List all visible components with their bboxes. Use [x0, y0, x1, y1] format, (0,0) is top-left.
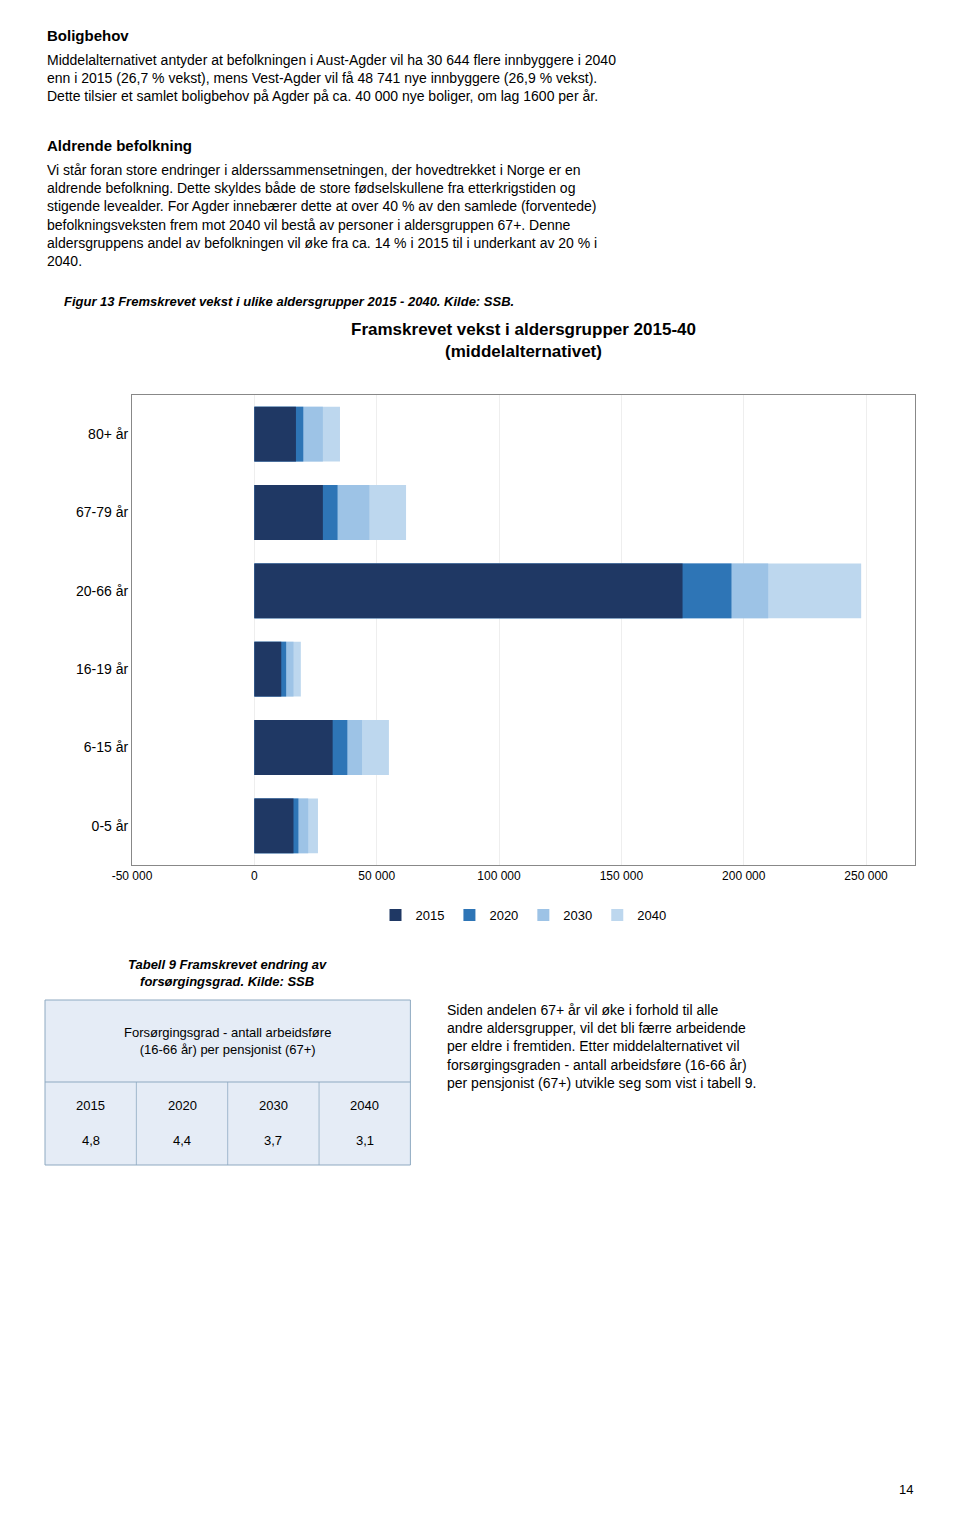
svg-text:0-5 år: 0-5 år — [92, 818, 129, 834]
svg-text:Forsørgingsgrad - antall arbei: Forsørgingsgrad - antall arbeidsføre(16-… — [124, 1025, 331, 1057]
svg-text:2020: 2020 — [168, 1098, 197, 1113]
svg-text:3,7: 3,7 — [264, 1133, 282, 1148]
svg-text:2040: 2040 — [350, 1098, 379, 1113]
svg-text:2030: 2030 — [259, 1098, 288, 1113]
svg-text:100 000: 100 000 — [477, 869, 521, 883]
svg-text:14: 14 — [899, 1482, 913, 1497]
svg-text:6-15 år: 6-15 år — [84, 739, 129, 755]
svg-text:80+ år: 80+ år — [88, 426, 128, 442]
svg-text:250 000: 250 000 — [844, 869, 888, 883]
svg-text:Figur 13 Fremskrevet vekst i u: Figur 13 Fremskrevet vekst i ulike alder… — [64, 294, 514, 309]
svg-text:16-19 år: 16-19 år — [76, 661, 128, 677]
svg-text:Vi står foran store endringer: Vi står foran store endringer i alderssa… — [47, 162, 597, 269]
svg-text:Middelalternativet antyder at: Middelalternativet antyder at befolkning… — [47, 52, 616, 104]
svg-text:2020: 2020 — [489, 908, 518, 923]
svg-text:-50 000: -50 000 — [112, 869, 153, 883]
svg-text:Boligbehov: Boligbehov — [47, 27, 129, 44]
svg-text:200 000: 200 000 — [722, 869, 766, 883]
svg-text:150 000: 150 000 — [600, 869, 644, 883]
svg-text:2015: 2015 — [76, 1098, 105, 1113]
svg-text:4,4: 4,4 — [173, 1133, 191, 1148]
svg-text:4,8: 4,8 — [82, 1133, 100, 1148]
svg-text:50 000: 50 000 — [358, 869, 395, 883]
svg-text:Tabell 9 Framskrevet endring a: Tabell 9 Framskrevet endring avforsørgin… — [128, 957, 327, 989]
svg-text:Aldrende befolkning: Aldrende befolkning — [47, 137, 192, 154]
svg-text:Siden andelen 67+ år vil øke i: Siden andelen 67+ år vil øke i forhold t… — [447, 1002, 756, 1091]
svg-text:Framskrevet vekst i aldersgrup: Framskrevet vekst i aldersgrupper 2015-4… — [351, 320, 696, 361]
svg-text:2040: 2040 — [637, 908, 666, 923]
svg-text:67-79 år: 67-79 år — [76, 504, 128, 520]
svg-text:3,1: 3,1 — [356, 1133, 374, 1148]
svg-text:0: 0 — [251, 869, 258, 883]
svg-text:2015: 2015 — [416, 908, 445, 923]
svg-text:20-66 år: 20-66 år — [76, 583, 128, 599]
svg-text:2030: 2030 — [563, 908, 592, 923]
